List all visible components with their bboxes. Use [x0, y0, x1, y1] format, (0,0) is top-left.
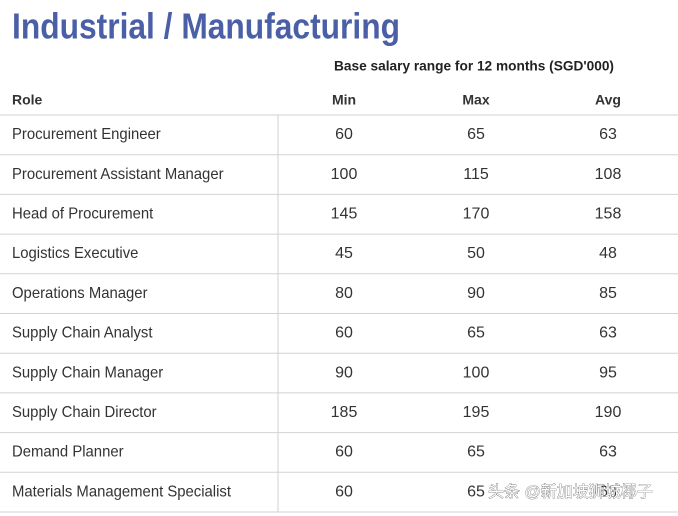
- cell-value: 65: [467, 444, 485, 461]
- cell-value: 60: [335, 325, 353, 342]
- role-name: Supply Chain Director: [12, 404, 157, 422]
- cell-value: 63: [599, 126, 617, 143]
- column-header: Avg: [595, 92, 621, 108]
- cell-value: 195: [463, 404, 490, 421]
- cell-value: 100: [331, 166, 358, 183]
- cell-value: 90: [467, 285, 485, 302]
- cell-value: 85: [599, 285, 617, 302]
- cell-value: 50: [467, 245, 485, 262]
- cell-value: 45: [335, 245, 353, 262]
- watermark: 头条 @新加坡狮城椰子: [488, 483, 653, 501]
- role-name: Logistics Executive: [12, 245, 138, 263]
- cell-value: 95: [599, 364, 617, 381]
- cell-value: 60: [335, 444, 353, 461]
- column-header: Max: [462, 92, 489, 108]
- cell-value: 158: [595, 205, 622, 222]
- cell-value: 100: [463, 364, 490, 381]
- cell-value: 115: [463, 166, 489, 183]
- role-name: Materials Management Specialist: [12, 483, 232, 501]
- cell-value: 170: [463, 205, 490, 222]
- cell-value: 65: [467, 325, 485, 342]
- cell-value: 60: [335, 126, 353, 143]
- cell-value: 185: [331, 404, 358, 421]
- cell-value: 80: [335, 285, 353, 302]
- cell-value: 63: [599, 444, 617, 461]
- role-name: Procurement Engineer: [12, 126, 161, 144]
- subtitle: Base salary range for 12 months (SGD'000…: [334, 58, 614, 74]
- cell-value: 190: [595, 404, 622, 421]
- cell-value: 90: [335, 364, 353, 381]
- cell-value: 60: [335, 483, 353, 500]
- column-header: Role: [12, 92, 43, 108]
- column-header: Min: [332, 92, 356, 108]
- cell-value: 145: [331, 205, 358, 222]
- role-name: Procurement Assistant Manager: [12, 165, 224, 183]
- cell-value: 48: [599, 245, 617, 262]
- cell-value: 63: [599, 483, 617, 500]
- role-name: Head of Procurement: [12, 205, 154, 223]
- role-name: Supply Chain Analyst: [12, 324, 153, 342]
- cell-value: 63: [599, 325, 617, 342]
- role-name: Operations Manager: [12, 284, 148, 302]
- role-name: Demand Planner: [12, 443, 124, 461]
- title: Industrial / Manufacturing: [12, 6, 400, 47]
- role-name: Supply Chain Manager: [12, 364, 163, 382]
- cell-value: 65: [467, 126, 485, 143]
- cell-value: 65: [467, 483, 485, 500]
- cell-value: 108: [595, 166, 622, 183]
